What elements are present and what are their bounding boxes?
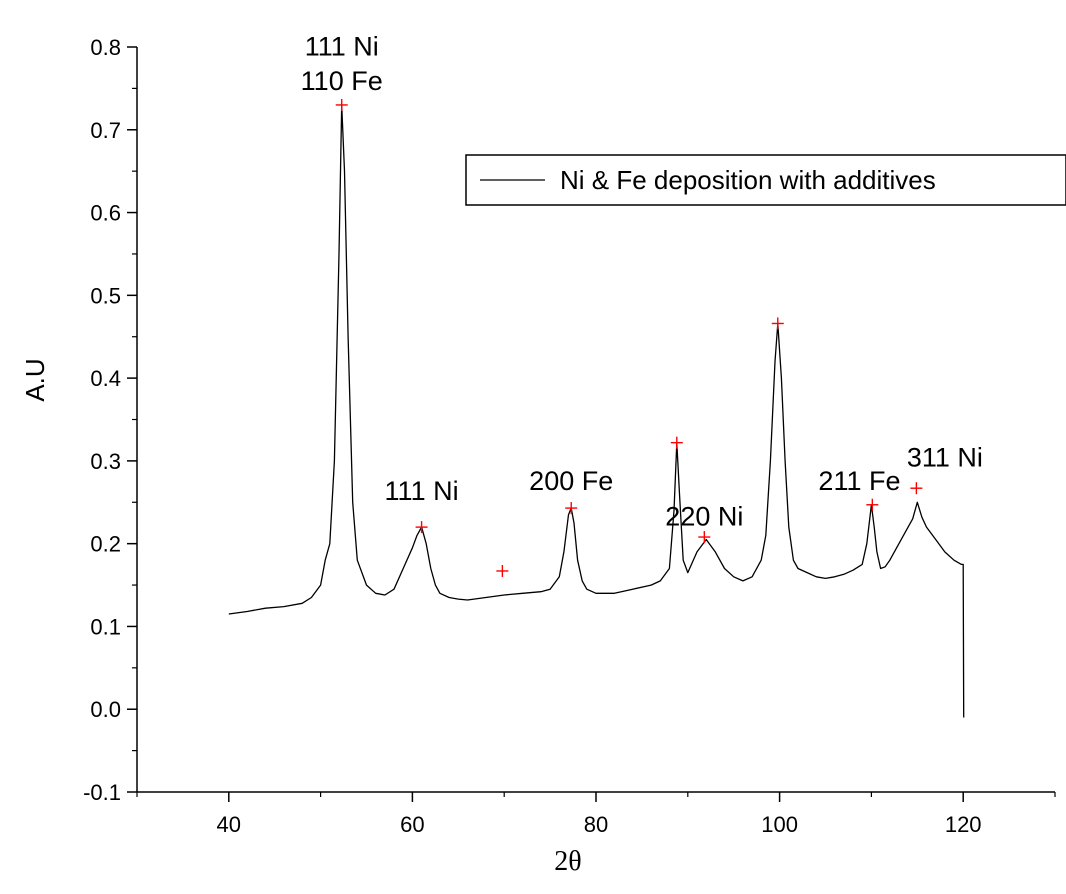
tick-labels: -0.1 0.0 0.1 0.2 0.3 0.4 0.5 0.6 0.7 0.8 40 60 80 100… [83, 35, 981, 837]
peak-annotation: 111 Ni [305, 31, 379, 61]
peak-annotation: 200 Fe [529, 466, 613, 496]
y-tick-label: 0.1 [90, 614, 121, 639]
y-tick-label: 0.2 [90, 532, 121, 557]
legend-box [465, 154, 1066, 206]
peak-marker [335, 98, 348, 111]
peak-marker [415, 521, 428, 534]
peak-annotation: 211 Fe [818, 466, 900, 496]
x-tick-label: 120 [945, 812, 982, 837]
x-axis-title: 2θ [554, 846, 581, 877]
series-line [228, 104, 965, 718]
y-tick-label: 0.3 [90, 449, 121, 474]
x-tick-label: 80 [584, 812, 608, 837]
x-tick-label: 100 [761, 812, 798, 837]
y-tick-label: 0.5 [90, 283, 121, 308]
y-tick-label: 0.4 [90, 366, 121, 391]
y-tick-label: -0.1 [83, 780, 121, 805]
peak-annotation: 111 Ni [385, 476, 459, 506]
y-tick-label: 0.6 [90, 201, 121, 226]
y-axis-title: A.U [20, 358, 50, 401]
y-tick-label: 0.0 [90, 697, 121, 722]
y-tick-label: 0.8 [90, 35, 121, 60]
y-tick-label: 0.7 [90, 118, 121, 143]
peak-markers [335, 98, 923, 577]
peak-marker [910, 482, 923, 495]
peak-annotation: 220 Ni [665, 501, 743, 531]
peak-annotation: 311 Ni [907, 443, 983, 473]
peak-marker [771, 317, 784, 330]
peak-annotation: 110 Fe [301, 66, 383, 96]
axes [127, 46, 1056, 802]
peak-marker [698, 531, 711, 544]
legend-label: Ni & Fe deposition with additives [560, 165, 936, 195]
x-tick-label: 60 [400, 812, 424, 837]
peak-marker [670, 436, 683, 449]
legend: Ni & Fe deposition with additives [465, 154, 1066, 206]
peak-annotations: 111 Ni 110 Fe 111 Ni 200 Fe 220 Ni 211 Fe311 … [301, 31, 983, 531]
series-layer [228, 104, 965, 718]
x-tick-label: 40 [217, 812, 241, 837]
peak-marker [565, 502, 578, 515]
peak-marker [496, 564, 509, 577]
peak-marker [866, 498, 879, 511]
